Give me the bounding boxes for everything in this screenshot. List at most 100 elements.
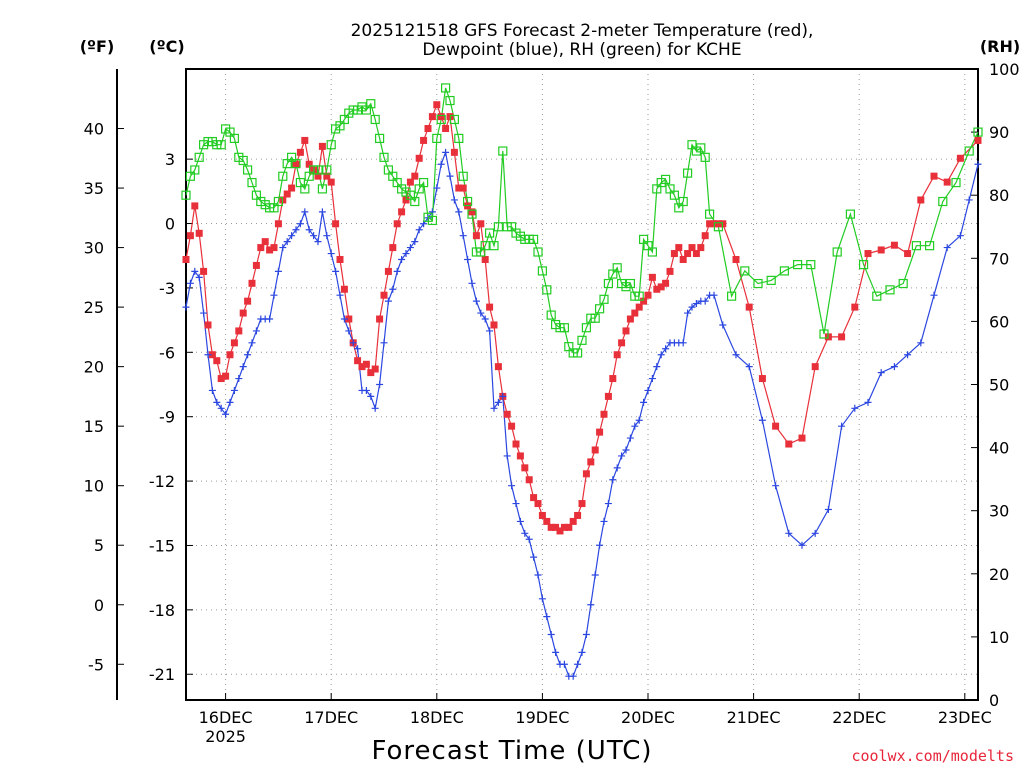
dewpoint-point bbox=[622, 446, 630, 454]
rh-point bbox=[322, 165, 332, 175]
x-tick-label: 22DEC bbox=[832, 708, 886, 727]
dewpoint-point bbox=[204, 351, 212, 359]
temperature-point bbox=[182, 255, 190, 263]
rh-point bbox=[872, 291, 882, 301]
rh-tick-label: 20 bbox=[989, 565, 1009, 584]
dewpoint-point bbox=[538, 595, 546, 603]
rh-point bbox=[216, 140, 226, 150]
rh-point bbox=[753, 278, 763, 289]
temperature-point bbox=[376, 315, 384, 323]
dewpoint-point bbox=[472, 297, 480, 305]
temperature-point bbox=[442, 125, 450, 133]
dewpoint-point bbox=[626, 434, 634, 442]
rh-point bbox=[740, 266, 750, 276]
dewpoint-point bbox=[772, 482, 780, 490]
rh-point bbox=[599, 294, 609, 304]
credit-text: coolwx.com/modelts bbox=[851, 747, 1014, 765]
x-tick-label: 17DEC bbox=[304, 708, 358, 727]
rh-point bbox=[546, 310, 556, 320]
dewpoint-point bbox=[490, 404, 498, 412]
rh-point bbox=[313, 165, 323, 175]
rh-point bbox=[951, 177, 961, 188]
temperature-point bbox=[186, 232, 194, 240]
temperature-point bbox=[455, 184, 463, 192]
dewpoint-point bbox=[406, 244, 414, 252]
temperature-point bbox=[688, 244, 696, 252]
temperature-point bbox=[582, 470, 590, 478]
temperature-point bbox=[644, 291, 652, 299]
temperature-point bbox=[358, 363, 366, 371]
dewpoint-point bbox=[464, 255, 472, 263]
rh-point bbox=[243, 165, 253, 175]
temperature-point bbox=[222, 372, 230, 380]
temperature-point bbox=[354, 357, 362, 365]
temperature-point bbox=[692, 250, 700, 258]
dewpoint-point bbox=[525, 535, 533, 543]
temperature-point bbox=[631, 309, 639, 317]
dewpoint-point bbox=[604, 500, 612, 508]
temperature-point bbox=[930, 172, 938, 180]
fahrenheit-tick-label: -5 bbox=[88, 655, 104, 674]
rh-point bbox=[973, 127, 983, 137]
rh-point bbox=[806, 260, 816, 270]
rh-point bbox=[713, 222, 724, 232]
temperature-point bbox=[490, 321, 498, 329]
dewpoint-point bbox=[459, 232, 467, 240]
temperature-point bbox=[244, 297, 252, 305]
temperature-point bbox=[666, 267, 674, 275]
dewpoint-point bbox=[956, 232, 964, 240]
temperature-point bbox=[851, 303, 859, 311]
rh-point bbox=[300, 184, 310, 194]
temperature-point bbox=[433, 101, 441, 109]
temperature-point bbox=[450, 148, 458, 156]
rh-point bbox=[366, 99, 376, 109]
temperature-point bbox=[270, 244, 278, 252]
rh-point bbox=[845, 209, 856, 219]
dewpoint-point bbox=[239, 363, 247, 371]
dewpoint-point bbox=[943, 244, 951, 252]
temperature-point bbox=[503, 410, 511, 418]
dewpoint-point bbox=[600, 517, 608, 525]
dewpoint-point bbox=[494, 398, 502, 406]
temperature-point bbox=[406, 178, 414, 186]
temperature-point bbox=[534, 500, 542, 508]
temperature-point bbox=[578, 500, 586, 508]
temperature-point bbox=[653, 285, 661, 293]
temperature-point bbox=[604, 392, 612, 400]
temperature-point bbox=[283, 190, 291, 198]
rh-tick-label: 80 bbox=[989, 186, 1009, 205]
temperature-point bbox=[530, 494, 538, 502]
rh-point bbox=[911, 241, 922, 251]
rh-point bbox=[375, 133, 385, 144]
dewpoint-point bbox=[890, 363, 898, 371]
temperature-point bbox=[323, 172, 331, 180]
rh-point bbox=[577, 335, 587, 345]
dewpoint-point bbox=[398, 255, 406, 263]
dewpoint-point bbox=[560, 660, 568, 668]
temperature-point bbox=[226, 351, 234, 359]
dewpoint-point bbox=[640, 398, 648, 406]
rh-point bbox=[590, 313, 600, 323]
temperature-point bbox=[420, 136, 428, 144]
rh-point bbox=[427, 215, 437, 226]
dewpoint-point bbox=[450, 196, 458, 204]
temperature-point bbox=[974, 136, 982, 144]
dewpoint-point bbox=[252, 327, 260, 335]
dewpoint-point bbox=[266, 315, 274, 323]
temperature-point bbox=[521, 464, 529, 472]
dewpoint-point bbox=[508, 482, 516, 490]
temperature-point bbox=[305, 160, 313, 168]
temperature-point bbox=[706, 220, 714, 228]
rh-point bbox=[485, 228, 495, 238]
dewpoint-point bbox=[226, 398, 234, 406]
x-tick-label: 20DEC bbox=[621, 708, 675, 727]
chart-title-line2: Dewpoint (blue), RH (green) for KCHE bbox=[422, 40, 741, 60]
dewpoint-point bbox=[917, 339, 925, 347]
dewpoint-point bbox=[974, 160, 982, 168]
temperature-point bbox=[538, 511, 546, 519]
dewpoint-point bbox=[402, 250, 410, 258]
temperature-point bbox=[714, 220, 722, 228]
dewpoint-point bbox=[186, 279, 194, 287]
dewpoint-point bbox=[569, 672, 577, 680]
temperature-point bbox=[411, 172, 419, 180]
